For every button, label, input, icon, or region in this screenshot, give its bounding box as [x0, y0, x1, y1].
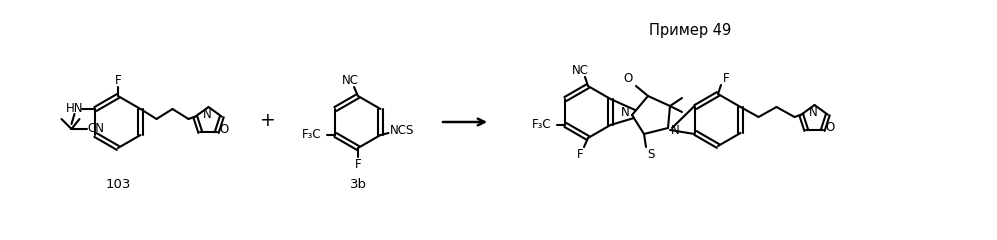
Text: NC: NC	[571, 64, 588, 77]
Text: 3b: 3b	[350, 178, 367, 191]
Text: F₃C: F₃C	[302, 127, 321, 140]
Text: +: +	[260, 110, 276, 130]
Text: F: F	[723, 72, 730, 84]
Text: F: F	[576, 149, 583, 162]
Text: O: O	[826, 121, 834, 134]
Text: F: F	[355, 157, 361, 170]
Text: O: O	[219, 123, 228, 136]
Text: N: N	[671, 125, 679, 138]
Text: HN: HN	[66, 102, 83, 114]
Text: N: N	[810, 107, 818, 120]
Text: N: N	[620, 107, 629, 120]
Text: S: S	[647, 149, 655, 162]
Text: F: F	[115, 74, 122, 88]
Text: N: N	[203, 108, 212, 121]
Text: NCS: NCS	[391, 125, 415, 138]
Text: F₃C: F₃C	[531, 118, 551, 131]
Text: NC: NC	[342, 73, 359, 86]
Text: 103: 103	[106, 178, 131, 191]
Text: O: O	[623, 72, 633, 85]
Text: CN: CN	[87, 121, 104, 134]
Text: Пример 49: Пример 49	[649, 23, 731, 37]
